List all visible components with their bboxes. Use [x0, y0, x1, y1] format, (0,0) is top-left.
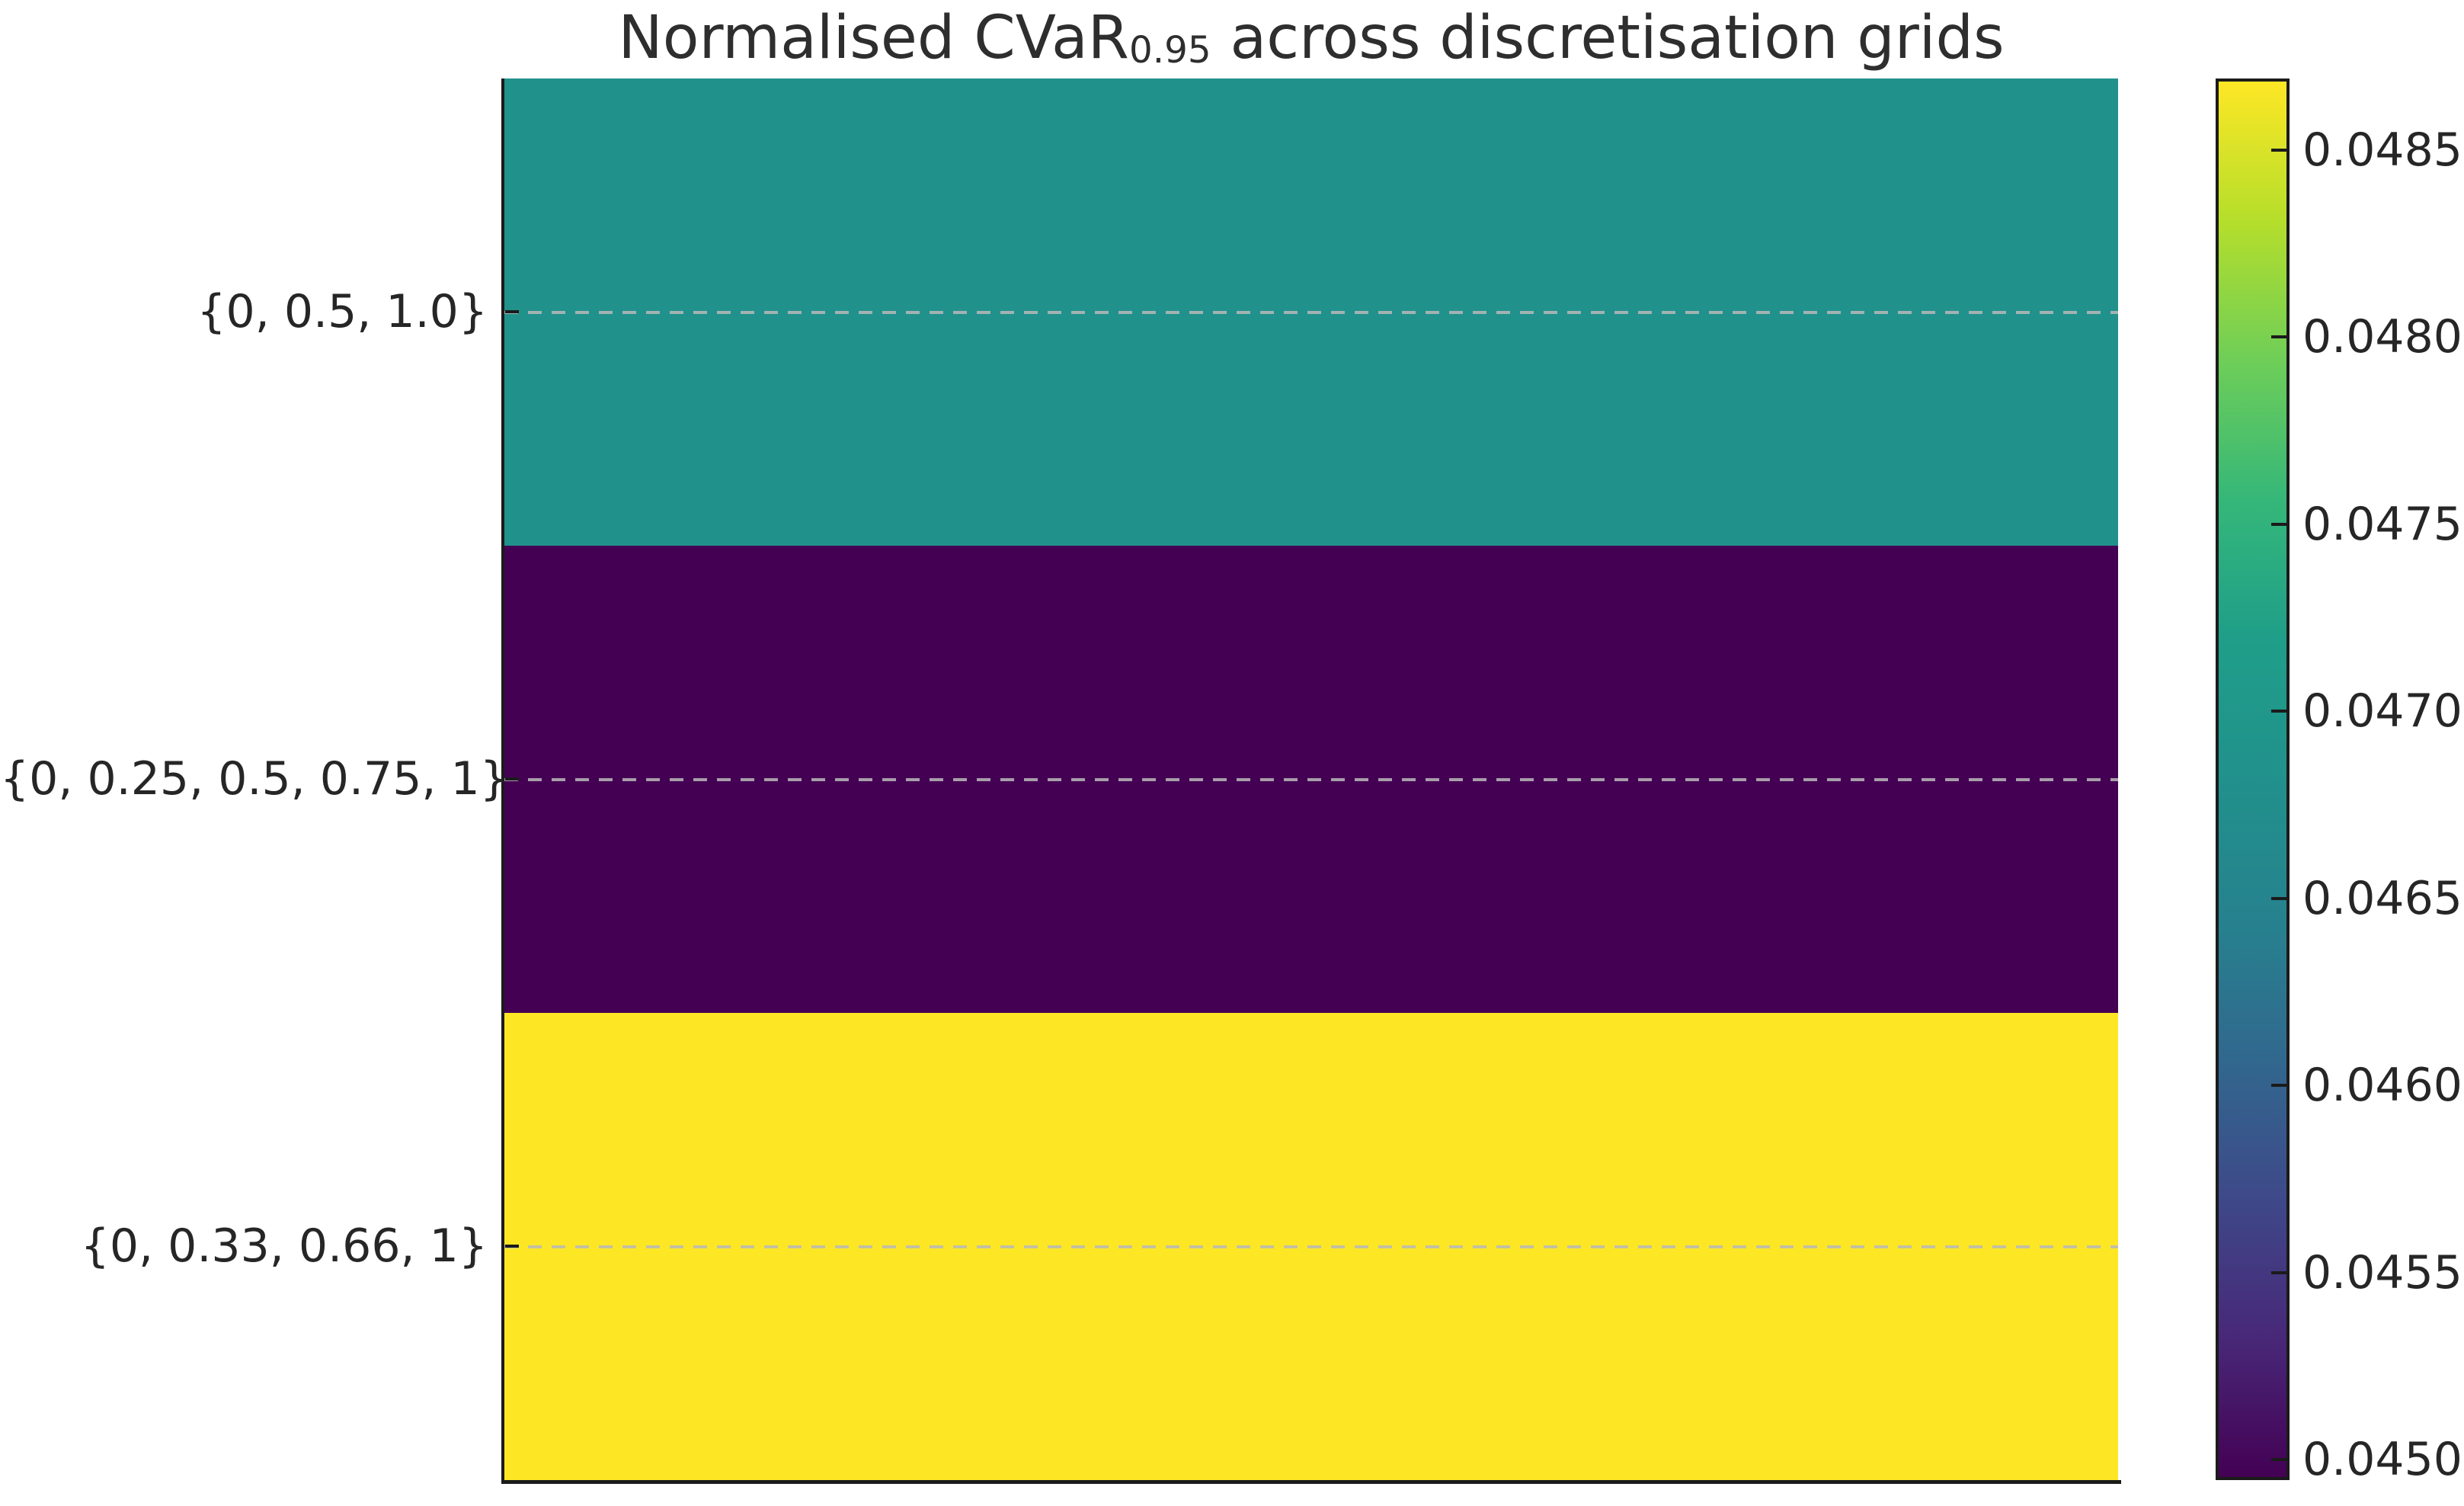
- colorbar-tick: [2271, 897, 2288, 900]
- chart-title-subscript: 0.95: [1128, 28, 1211, 72]
- colorbar-tick: [2271, 1458, 2288, 1461]
- colorbar-tick: [2271, 335, 2288, 338]
- colorbar-tick-label: 0.0455: [2302, 1246, 2462, 1299]
- row-center-gridline: [504, 778, 2118, 781]
- y-axis-tick-label: {0, 0.33, 0.66, 1}: [80, 1219, 488, 1273]
- colorbar-tick: [2271, 523, 2288, 526]
- axis-spine-bottom: [501, 1480, 2121, 1484]
- colorbar-tick-label: 0.0465: [2302, 872, 2462, 925]
- row-center-gridline: [504, 311, 2118, 314]
- y-axis-tick-label: {0, 0.25, 0.5, 0.75, 1}: [0, 752, 509, 806]
- axis-spine-left: [501, 79, 504, 1484]
- y-axis-tick: [505, 310, 519, 313]
- colorbar-tick-label: 0.0485: [2302, 123, 2462, 177]
- colorbar-tick-label: 0.0480: [2302, 310, 2462, 364]
- colorbar-tick-label: 0.0470: [2302, 684, 2462, 738]
- chart-title-prefix: Normalised CVaR: [618, 4, 1129, 72]
- row-center-gridline: [504, 1245, 2118, 1248]
- colorbar-tick-label: 0.0460: [2302, 1059, 2462, 1112]
- chart-title-suffix: across discretisation grids: [1211, 4, 2005, 72]
- colorbar-tick-label: 0.0475: [2302, 498, 2462, 551]
- heatmap: [504, 79, 2118, 1480]
- colorbar-tick: [2271, 1271, 2288, 1274]
- y-axis-tick-label: {0, 0.5, 1.0}: [197, 285, 488, 338]
- colorbar-tick: [2271, 149, 2288, 152]
- y-axis-tick: [505, 777, 519, 780]
- colorbar-tick-label: 0.0450: [2302, 1433, 2462, 1486]
- colorbar-gradient: [2216, 79, 2290, 1480]
- y-axis-tick: [505, 1245, 519, 1248]
- chart-title: Normalised CVaR0.95 across discretisatio…: [504, 2, 2118, 87]
- colorbar-tick: [2271, 710, 2288, 713]
- colorbar-tick: [2271, 1084, 2288, 1087]
